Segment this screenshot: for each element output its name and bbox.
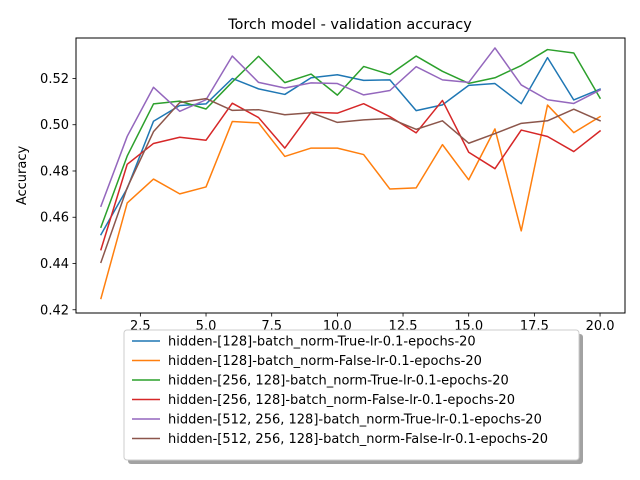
y-tick-label: 0.42 [40,303,69,318]
chart-title: Torch model - validation accuracy [227,17,472,33]
legend-label-2: hidden-[128]-batch_norm-False-lr-0.1-epo… [168,354,482,369]
legend-label-6: hidden-[512, 256, 128]-batch_norm-False-… [168,432,548,447]
y-axis-label: Accuracy [15,146,30,206]
series-layer [99,47,602,300]
series-line-2 [100,104,602,300]
axes-frame [75,37,626,314]
legend-label-1: hidden-[128]-batch_norm-True-lr-0.1-epoc… [168,335,476,350]
legend-label-5: hidden-[512, 256, 128]-batch_norm-True-l… [168,413,542,428]
x-tick-label: 20.0 [586,319,615,334]
legend-box [123,329,580,461]
legend-items: hidden-[128]-batch_norm-True-lr-0.1-epoc… [132,335,548,447]
y-axis: 0.42 0.44 0.46 0.48 0.50 0.52 [40,72,76,318]
series-line-1 [99,56,602,236]
legend: hidden-[128]-batch_norm-True-lr-0.1-epoc… [123,329,583,464]
y-tick-label: 0.44 [40,257,69,272]
series-line-6 [99,97,602,264]
series-line-4 [100,99,602,251]
series-line-5 [99,47,602,208]
legend-label-4: hidden-[256, 128]-batch_norm-False-lr-0.… [168,393,515,408]
y-tick-label: 0.50 [40,118,69,133]
y-tick-label: 0.46 [40,211,69,226]
legend-label-3: hidden-[256, 128]-batch_norm-True-lr-0.1… [168,374,509,389]
y-tick-label: 0.48 [40,164,69,179]
y-tick-label: 0.52 [40,72,69,87]
